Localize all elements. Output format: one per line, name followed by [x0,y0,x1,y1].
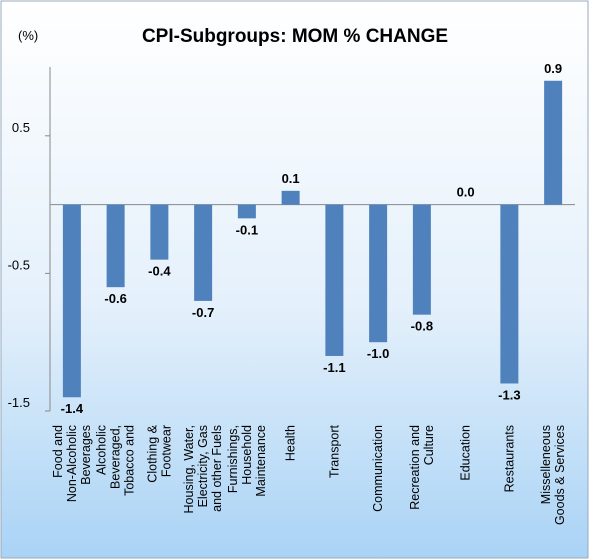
x-tick-label: MisselleneousGoods & Services [539,425,567,525]
bar [237,204,256,219]
x-tick-label: Furnishings,HouseholdMaintenance [226,425,268,497]
data-label: -0.8 [411,319,433,334]
x-tick-label: Health [284,425,298,461]
y-tick-label: 0.5 [12,120,30,135]
data-label: -0.6 [104,291,126,306]
bar [412,204,431,315]
y-tick-label: -1.5 [8,395,30,410]
x-tick-label: Housing, Water,Electricity, Gasand other… [182,425,224,513]
bar [194,204,213,301]
y-tick-label: -0.5 [8,257,30,272]
bar [325,204,344,356]
data-label: -0.1 [236,222,258,237]
x-tick-label: Restaurants [502,425,516,492]
data-label: -1.3 [498,387,520,402]
bar [500,204,519,384]
data-label: -1.4 [61,401,84,416]
data-label: -0.7 [192,305,214,320]
x-tick-label: Recreation andCulture [408,425,436,510]
bar [544,80,563,205]
data-label: 0.9 [544,61,562,76]
data-label: 0.0 [457,185,475,200]
bar [150,204,169,260]
x-tick-label: Food andNon-AlcoholicBeverages [51,425,93,502]
bar [281,190,300,205]
bar [106,204,125,288]
bar [62,204,81,398]
x-tick-label: Education [459,425,473,481]
data-label: -1.0 [367,346,389,361]
x-tick-label: Transport [327,424,341,478]
data-label: -0.4 [148,264,171,279]
y-axis-label: (%) [18,28,38,43]
bar [369,204,388,343]
data-label: -1.1 [323,360,345,375]
data-label: 0.1 [282,171,300,186]
x-tick-label: Clothing &Footwear [145,424,173,482]
x-tick-label: AlcoholicBeveraged,Tobacco and [95,425,137,496]
x-tick-label: Communication [371,425,385,512]
chart-title: CPI-Subgroups: MOM % CHANGE [142,26,448,47]
